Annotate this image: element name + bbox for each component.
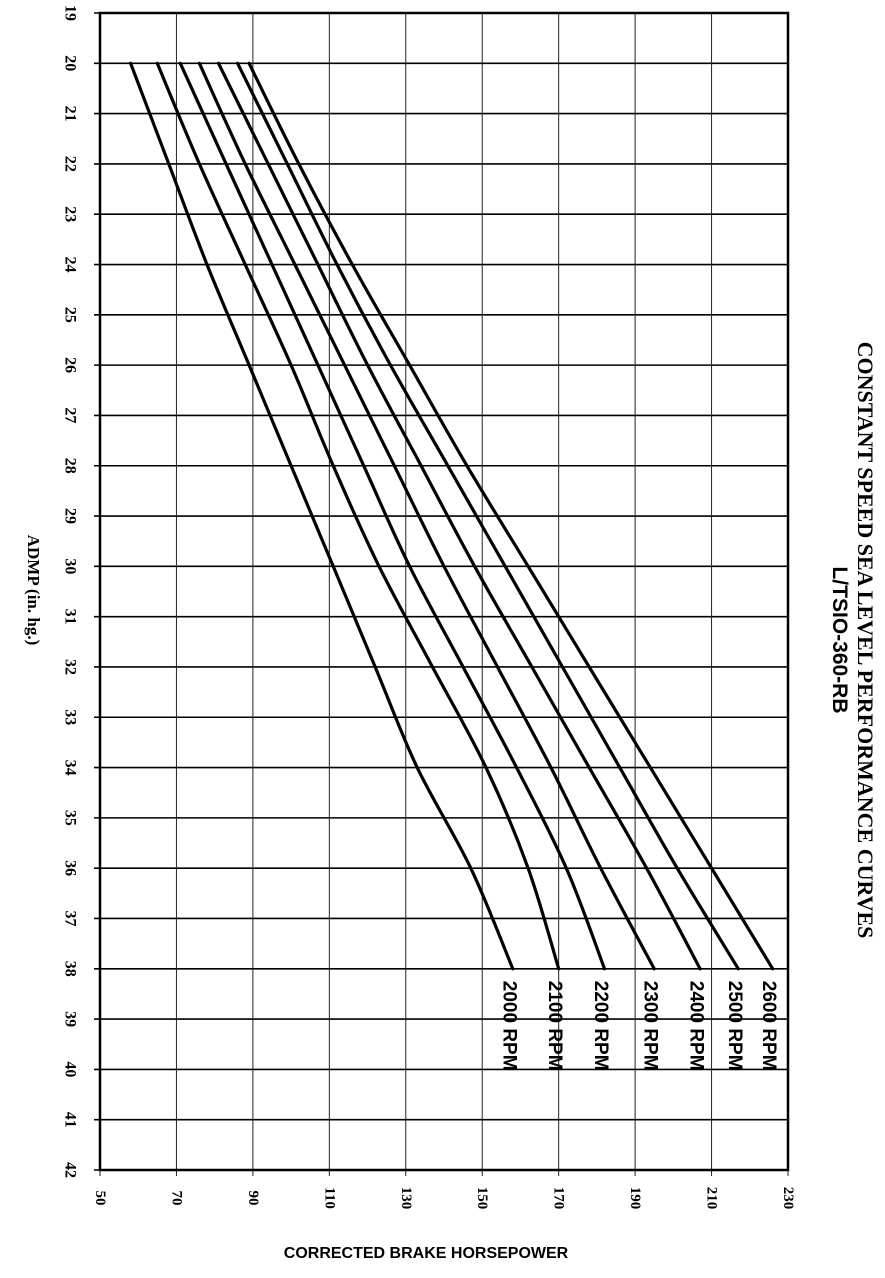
series-line — [236, 61, 740, 971]
y-tick-label: 150 — [474, 1187, 490, 1210]
series-labels: 2000 RPM 2100 RPM 2200 RPM 2300 RPM 2400 RPM… — [498, 981, 779, 1071]
y-tick-label: 50 — [92, 1191, 108, 1206]
series-label: 2200 RPM — [590, 981, 611, 1071]
y-tick-label: 230 — [780, 1187, 796, 1210]
x-tick-label: 24 — [62, 257, 79, 273]
series-line — [155, 61, 561, 971]
x-tick-label: 32 — [62, 659, 79, 675]
rpm-curves — [129, 61, 775, 971]
y-axis-label: CORRECTED BRAKE HORSEPOWER — [284, 1245, 569, 1262]
x-tick-label: 31 — [62, 609, 79, 625]
y-tick-label: 170 — [551, 1187, 567, 1210]
y-tick-label: 90 — [245, 1191, 261, 1206]
series-label: 2600 RPM — [758, 981, 779, 1071]
y-tick-label: 190 — [627, 1187, 643, 1210]
x-tick-label: 40 — [62, 1061, 79, 1077]
y-tick-label: 110 — [321, 1187, 337, 1209]
grid-lines — [94, 12, 789, 1176]
plot-frame — [98, 11, 790, 1172]
chart-subtitle: L/TSIO-360-RB — [828, 566, 851, 713]
x-tick-label: 19 — [62, 5, 79, 21]
x-tick-label: 41 — [62, 1112, 79, 1128]
y-tick-label: 210 — [704, 1187, 720, 1210]
x-tick-label: 35 — [62, 810, 79, 826]
x-tick-label: 38 — [62, 961, 79, 977]
series-line — [129, 61, 515, 971]
x-tick-label: 42 — [62, 1162, 79, 1178]
series-label: 2100 RPM — [544, 981, 565, 1071]
x-axis-label: ADMP (in. hg.) — [24, 535, 43, 646]
x-tick-label: 20 — [62, 55, 79, 71]
x-tick-label: 26 — [62, 357, 79, 373]
series-line — [178, 61, 607, 971]
x-tick-label: 36 — [62, 860, 79, 876]
x-tick-label: 22 — [62, 156, 79, 172]
x-tick-label: 27 — [62, 407, 79, 423]
series-label: 2000 RPM — [498, 981, 519, 1071]
series-label: 2400 RPM — [686, 981, 707, 1071]
x-tick-label: 39 — [62, 1011, 79, 1027]
x-tick-label: 21 — [62, 106, 79, 122]
x-tick-label: 34 — [62, 760, 79, 776]
x-tick-label: 23 — [62, 206, 79, 222]
series-label: 2300 RPM — [640, 981, 661, 1071]
x-tick-label: 37 — [62, 910, 79, 926]
chart-title: CONSTANT SPEED SEA LEVEL PERFORMANCE CUR… — [853, 342, 878, 939]
x-tick-label: 25 — [62, 307, 79, 323]
series-line — [247, 61, 775, 971]
x-tick-label: 28 — [62, 458, 79, 474]
x-tick-label: 30 — [62, 558, 79, 574]
y-tick-label: 130 — [398, 1187, 414, 1210]
y-tick-label: 70 — [168, 1191, 184, 1206]
x-tick-label: 33 — [62, 709, 79, 725]
series-line — [216, 61, 702, 971]
series-label: 2500 RPM — [724, 981, 745, 1071]
x-tick-label: 29 — [62, 508, 79, 524]
tick-labels: 19 20 21 22 23 24 25 26 27 28 29 30 31 32 33 34 35 36 37 38… — [62, 5, 797, 1209]
series-line — [197, 61, 656, 971]
